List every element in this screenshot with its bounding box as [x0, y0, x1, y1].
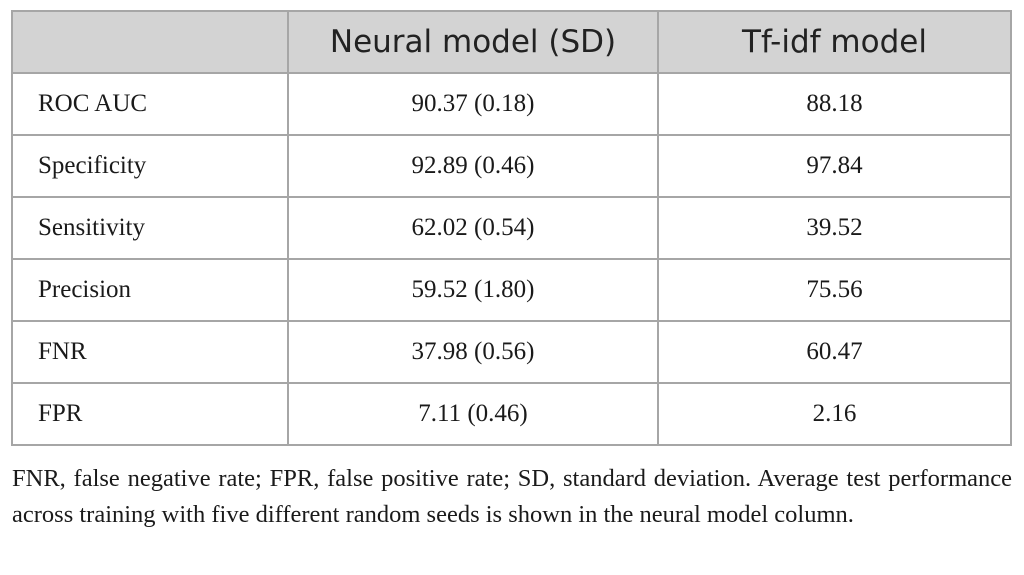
- metric-cell: ROC AUC: [11, 72, 289, 136]
- tfidf-value-cell: 88.18: [657, 72, 1012, 136]
- table-row: Precision 59.52 (1.80) 75.56: [11, 258, 1012, 322]
- tfidf-value-cell: 75.56: [657, 258, 1012, 322]
- metric-cell: Sensitivity: [11, 196, 289, 260]
- metric-cell: FNR: [11, 320, 289, 384]
- metric-cell: Precision: [11, 258, 289, 322]
- results-table: Neural model (SD) Tf-idf model ROC AUC 9…: [11, 10, 1012, 446]
- neural-value-cell: 7.11 (0.46): [287, 382, 659, 446]
- header-cell-metric: [11, 10, 289, 74]
- neural-value-cell: 90.37 (0.18): [287, 72, 659, 136]
- table-row: ROC AUC 90.37 (0.18) 88.18: [11, 72, 1012, 136]
- header-cell-tfidf-model: Tf-idf model: [657, 10, 1012, 74]
- metric-cell: FPR: [11, 382, 289, 446]
- header-cell-neural-model: Neural model (SD): [287, 10, 659, 74]
- tfidf-value-cell: 39.52: [657, 196, 1012, 260]
- neural-value-cell: 62.02 (0.54): [287, 196, 659, 260]
- table-row: FNR 37.98 (0.56) 60.47: [11, 320, 1012, 384]
- table-row: Sensitivity 62.02 (0.54) 39.52: [11, 196, 1012, 260]
- results-table-container: Neural model (SD) Tf-idf model ROC AUC 9…: [11, 10, 1012, 446]
- table-caption: FNR, false negative rate; FPR, false pos…: [12, 465, 1012, 528]
- tfidf-value-cell: 97.84: [657, 134, 1012, 198]
- table-header-row: Neural model (SD) Tf-idf model: [11, 10, 1012, 74]
- table-row: Specificity 92.89 (0.46) 97.84: [11, 134, 1012, 198]
- metric-cell: Specificity: [11, 134, 289, 198]
- neural-value-cell: 92.89 (0.46): [287, 134, 659, 198]
- neural-value-cell: 37.98 (0.56): [287, 320, 659, 384]
- tfidf-value-cell: 2.16: [657, 382, 1012, 446]
- tfidf-value-cell: 60.47: [657, 320, 1012, 384]
- table-row: FPR 7.11 (0.46) 2.16: [11, 382, 1012, 446]
- neural-value-cell: 59.52 (1.80): [287, 258, 659, 322]
